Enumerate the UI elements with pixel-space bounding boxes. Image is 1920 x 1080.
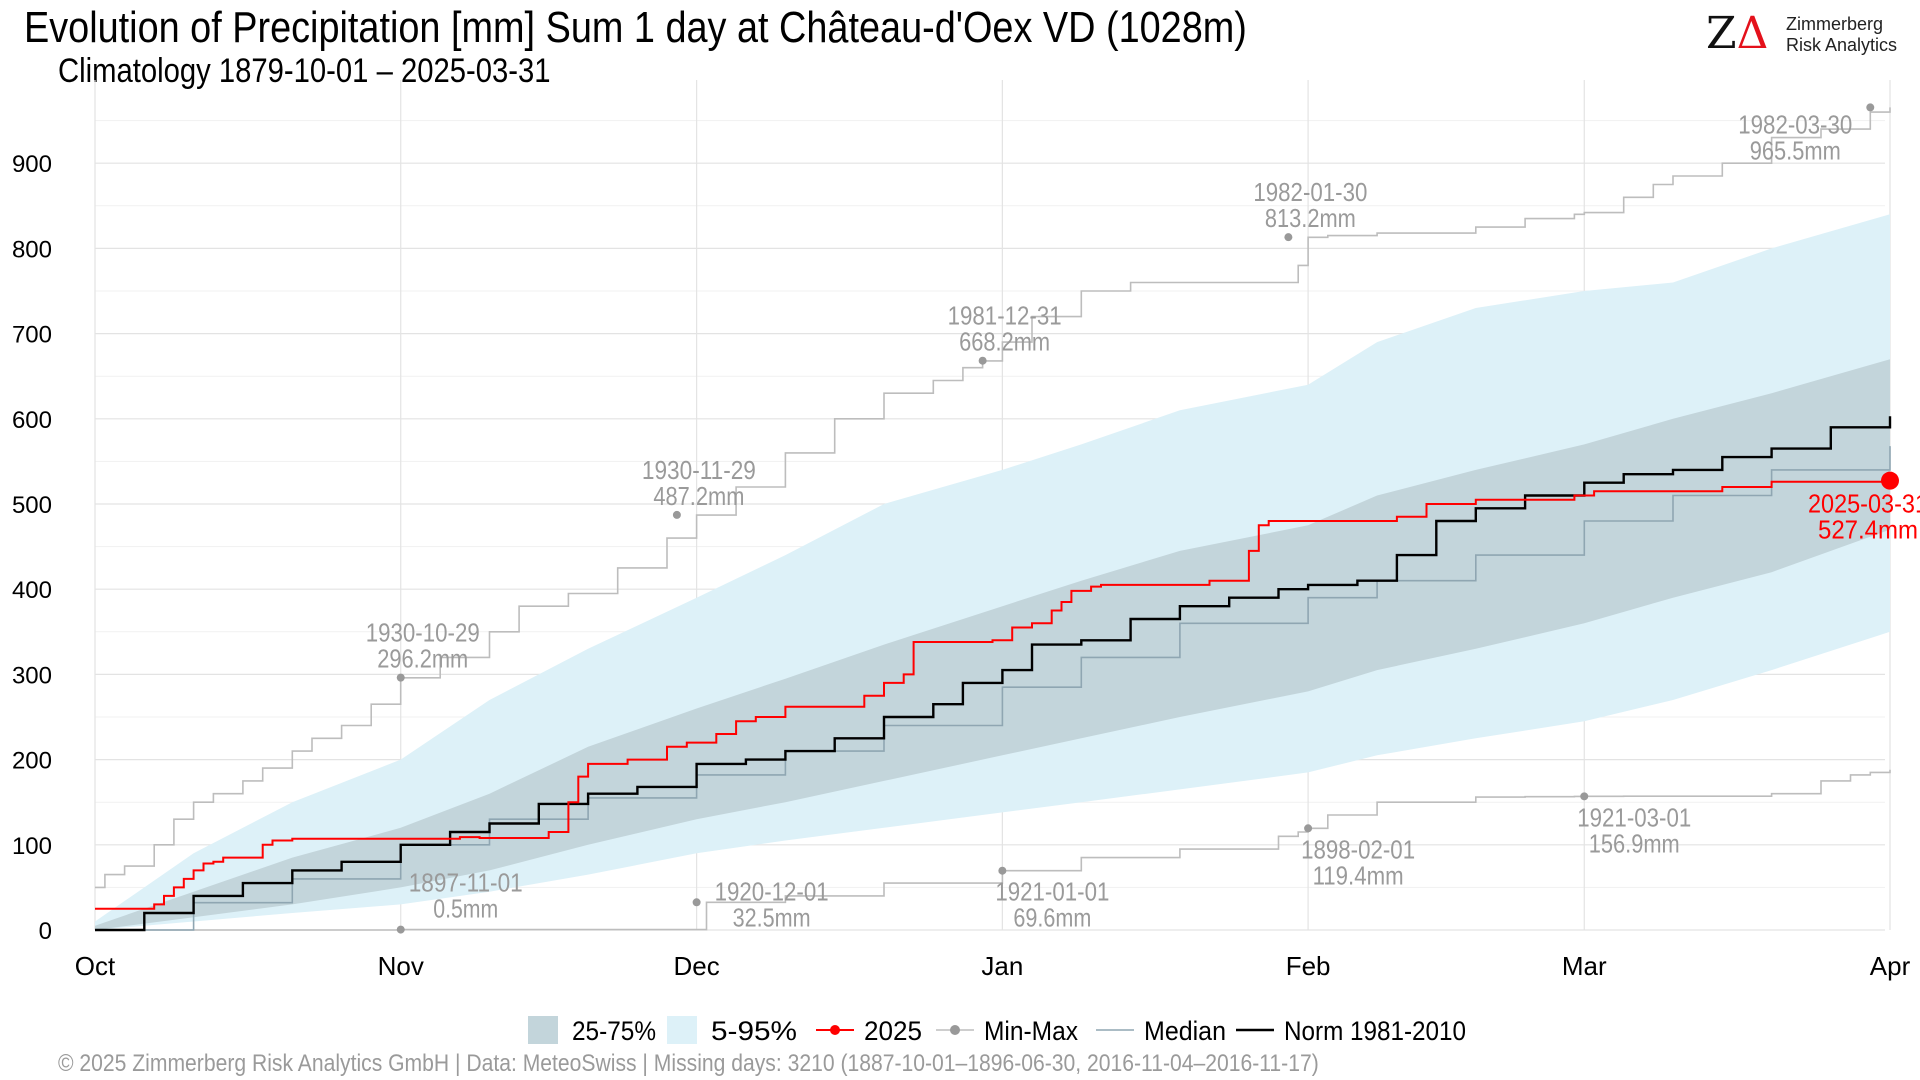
current-final-point <box>1881 471 1899 490</box>
logo-line-1: Zimmerberg <box>1786 14 1884 34</box>
minmax-point <box>998 866 1007 875</box>
annotation-amount: 69.6mm <box>1013 903 1091 933</box>
y-tick-label: 200 <box>12 748 52 775</box>
annotation-amount: 0.5mm <box>433 894 498 924</box>
y-axis-labels: 0 100 200 300 400 500 600 700 800 900 <box>12 151 52 945</box>
annotation-date: 1898-02-01 <box>1301 834 1415 864</box>
y-tick-label: 100 <box>12 833 52 860</box>
minmax-point <box>1866 103 1875 112</box>
minmax-point <box>692 898 701 907</box>
y-tick-label: 600 <box>12 407 52 434</box>
legend-item-current: 2025 <box>816 1016 922 1046</box>
annotation-date: 1921-03-01 <box>1577 802 1691 832</box>
legend-item-band-25-75: 25-75% <box>528 1016 656 1046</box>
legend-swatch <box>528 1016 558 1044</box>
legend-label: 25-75% <box>572 1016 656 1046</box>
annotation-date: 1930-11-29 <box>642 455 756 485</box>
minmax-point <box>978 356 987 365</box>
logo-text: Zimmerberg Risk Analytics <box>1786 14 1897 56</box>
annotation-amount: 487.2mm <box>653 481 744 511</box>
annotation-amount: 119.4mm <box>1313 860 1404 890</box>
legend-swatch <box>667 1016 697 1044</box>
current-final-date: 2025-03-31 <box>1808 489 1920 519</box>
minmax-point <box>1284 233 1293 242</box>
current-year-line <box>95 480 1891 910</box>
x-tick-label: Nov <box>378 951 424 981</box>
annotation-date: 1920-12-01 <box>715 876 829 906</box>
y-tick-label: 700 <box>12 322 52 349</box>
y-tick-label: 500 <box>12 492 52 519</box>
legend-label: 5-95% <box>711 1016 797 1046</box>
legend: 25-75% 5-95% 2025 Min-Max Median Norm 1981-20… <box>528 1016 1466 1046</box>
legend-label: Median <box>1144 1016 1226 1046</box>
annotation-amount: 813.2mm <box>1265 203 1356 233</box>
max-line <box>95 107 1891 889</box>
legend-marker <box>830 1025 840 1035</box>
legend-marker <box>950 1025 960 1035</box>
x-tick-label: Dec <box>673 951 719 981</box>
logo-line-2: Risk Analytics <box>1786 35 1898 55</box>
norm-line <box>95 416 1892 932</box>
y-tick-label: 800 <box>12 236 52 263</box>
minmax-point <box>672 510 681 519</box>
annotation-date: 1982-01-30 <box>1253 177 1367 207</box>
annotation-amount: 296.2mm <box>377 644 468 674</box>
minmax-point <box>1580 792 1589 801</box>
legend-item-norm: Norm 1981-2010 <box>1236 1016 1466 1046</box>
annotation-amount: 668.2mm <box>959 327 1050 357</box>
legend-label: 2025 <box>864 1016 922 1046</box>
y-tick-label: 0 <box>39 918 52 945</box>
chart-title: Evolution of Precipitation [mm] Sum 1 da… <box>24 3 1247 52</box>
legend-item-median: Median <box>1096 1016 1226 1046</box>
x-tick-label: Mar <box>1562 951 1607 981</box>
minmax-point <box>396 925 405 934</box>
min-line <box>95 769 1891 931</box>
annotation-date: 1982-03-30 <box>1738 109 1852 139</box>
y-tick-label: 300 <box>12 662 52 689</box>
annotation-date: 1897-11-01 <box>409 868 523 898</box>
x-tick-label: Jan <box>981 951 1023 981</box>
current-final-value: 527.4mm <box>1818 515 1918 545</box>
annotation-date: 1930-10-29 <box>366 618 480 648</box>
x-axis-labels: Oct Nov Dec Jan Feb Mar Apr <box>75 951 1911 981</box>
annotation-amount: 156.9mm <box>1589 828 1680 858</box>
y-tick-label: 400 <box>12 577 52 604</box>
annotation-amount: 32.5mm <box>733 902 811 932</box>
legend-label: Min-Max <box>984 1016 1078 1046</box>
chart-subtitle: Climatology 1879-10-01 – 2025-03-31 <box>58 52 551 90</box>
annotation-date: 1981-12-31 <box>948 301 1062 331</box>
x-tick-label: Apr <box>1870 951 1911 981</box>
minmax-point <box>1304 824 1313 833</box>
band-5-95 <box>95 214 1890 931</box>
minmax-point <box>396 673 405 682</box>
band-25-75 <box>95 359 1890 930</box>
y-tick-label: 900 <box>12 151 52 178</box>
legend-item-band-5-95: 5-95% <box>667 1016 797 1046</box>
legend-item-minmax: Min-Max <box>936 1016 1078 1046</box>
annotation-date: 1921-01-01 <box>995 877 1109 907</box>
footer-credit: © 2025 Zimmerberg Risk Analytics GmbH | … <box>58 1050 1319 1077</box>
brand-logo: ZΔ Zimmerberg Risk Analytics <box>1706 8 1906 60</box>
x-tick-label: Feb <box>1286 951 1331 981</box>
legend-label: Norm 1981-2010 <box>1284 1016 1466 1046</box>
x-tick-label: Oct <box>75 951 116 981</box>
logo-mark: ZΔ <box>1706 8 1769 59</box>
annotation-amount: 965.5mm <box>1750 135 1841 165</box>
